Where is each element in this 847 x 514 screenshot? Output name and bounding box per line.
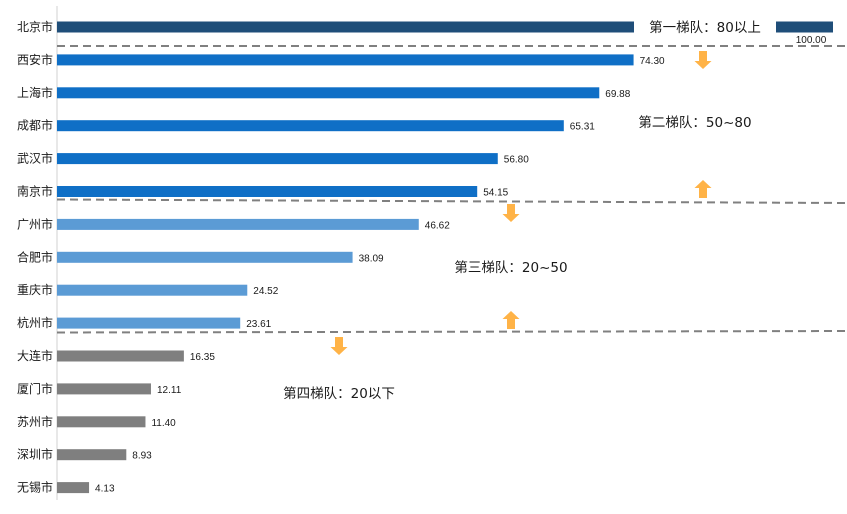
bar bbox=[57, 153, 498, 165]
arrow-up-icon bbox=[502, 311, 520, 329]
value-label: 74.30 bbox=[640, 56, 665, 67]
value-label: 54.15 bbox=[483, 188, 508, 199]
value-label: 100.00 bbox=[796, 35, 827, 46]
arrow-down-icon bbox=[330, 337, 348, 355]
bar bbox=[57, 350, 184, 362]
category-label: 厦门市 bbox=[17, 381, 53, 396]
value-label: 23.61 bbox=[246, 319, 271, 330]
bar bbox=[57, 251, 353, 263]
category-label: 西安市 bbox=[17, 52, 53, 67]
category-label: 重庆市 bbox=[17, 282, 53, 297]
bar bbox=[57, 87, 600, 99]
category-label: 南京市 bbox=[17, 184, 53, 199]
tier-label: 第二梯队：50~80 bbox=[638, 114, 751, 131]
arrow-down-icon bbox=[694, 51, 712, 69]
tier-label: 第四梯队：20以下 bbox=[283, 385, 395, 402]
bar bbox=[57, 218, 419, 230]
category-label: 广州市 bbox=[17, 216, 53, 231]
value-label: 65.31 bbox=[570, 122, 595, 133]
value-label: 46.62 bbox=[425, 220, 450, 231]
category-label: 无锡市 bbox=[17, 480, 53, 495]
value-label: 38.09 bbox=[359, 253, 384, 264]
bar bbox=[57, 21, 833, 33]
category-label: 上海市 bbox=[17, 85, 53, 100]
tier-label: 第三梯队：20~50 bbox=[454, 259, 567, 276]
value-label: 11.40 bbox=[151, 418, 176, 429]
category-label: 大连市 bbox=[17, 348, 53, 363]
bar bbox=[57, 416, 146, 428]
value-label: 16.35 bbox=[190, 352, 215, 363]
value-label: 24.52 bbox=[253, 286, 278, 297]
value-label: 4.13 bbox=[95, 484, 115, 495]
value-label: 69.88 bbox=[605, 89, 630, 100]
value-label: 12.11 bbox=[157, 385, 182, 396]
tier-divider-dashed-line bbox=[56, 330, 847, 334]
value-label: 56.80 bbox=[504, 155, 529, 166]
arrow-down-icon bbox=[502, 204, 520, 222]
tier-label: 第一梯队：80以上 bbox=[649, 19, 761, 36]
category-label: 合肥市 bbox=[17, 249, 53, 264]
tier-divider-dashed-line bbox=[56, 198, 847, 204]
bar bbox=[57, 54, 634, 66]
category-label: 杭州市 bbox=[17, 315, 53, 330]
value-label: 8.93 bbox=[132, 451, 152, 462]
category-label: 北京市 bbox=[17, 19, 53, 34]
bar bbox=[57, 186, 478, 197]
category-label: 深圳市 bbox=[17, 447, 53, 462]
arrow-up-icon bbox=[694, 180, 712, 198]
category-label: 武汉市 bbox=[17, 151, 53, 166]
bar bbox=[57, 449, 127, 461]
tier-label-background bbox=[634, 17, 776, 37]
bar bbox=[57, 317, 241, 329]
category-label: 成都市 bbox=[17, 118, 53, 133]
bar bbox=[57, 120, 564, 132]
bar bbox=[57, 284, 248, 296]
bar bbox=[57, 383, 151, 395]
bar bbox=[57, 482, 90, 494]
category-label: 苏州市 bbox=[17, 414, 53, 429]
